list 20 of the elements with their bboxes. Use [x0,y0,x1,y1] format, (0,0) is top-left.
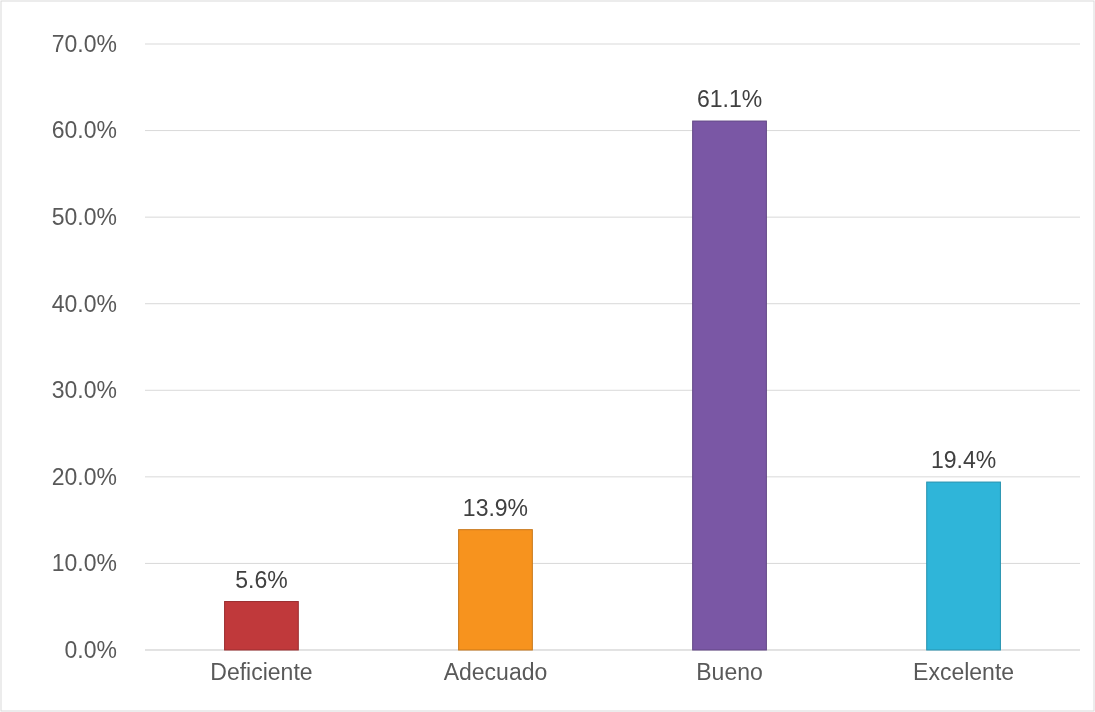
x-tick-label: Adecuado [443,659,548,686]
y-tick-label: 10.0% [51,550,117,577]
bar [224,601,299,651]
x-tick-label: Excelente [913,659,1015,686]
y-tick-label: 20.0% [51,463,117,490]
y-tick-label: 50.0% [51,204,117,230]
bar [926,481,1001,651]
data-label: 19.4% [930,447,997,474]
x-tick-label: Bueno [696,659,763,686]
bar [692,120,767,651]
bar [458,529,533,651]
y-tick-label: 70.0% [51,30,117,57]
y-tick-label: 60.0% [51,117,117,144]
y-tick-label: 30.0% [51,377,117,404]
y-tick-label: 40.0% [51,290,117,317]
data-label: 61.1% [696,86,763,113]
y-tick-label: 0.0% [64,636,117,663]
data-label: 13.9% [462,494,529,521]
data-label: 5.6% [235,566,288,593]
x-tick-label: Deficiente [210,659,313,686]
